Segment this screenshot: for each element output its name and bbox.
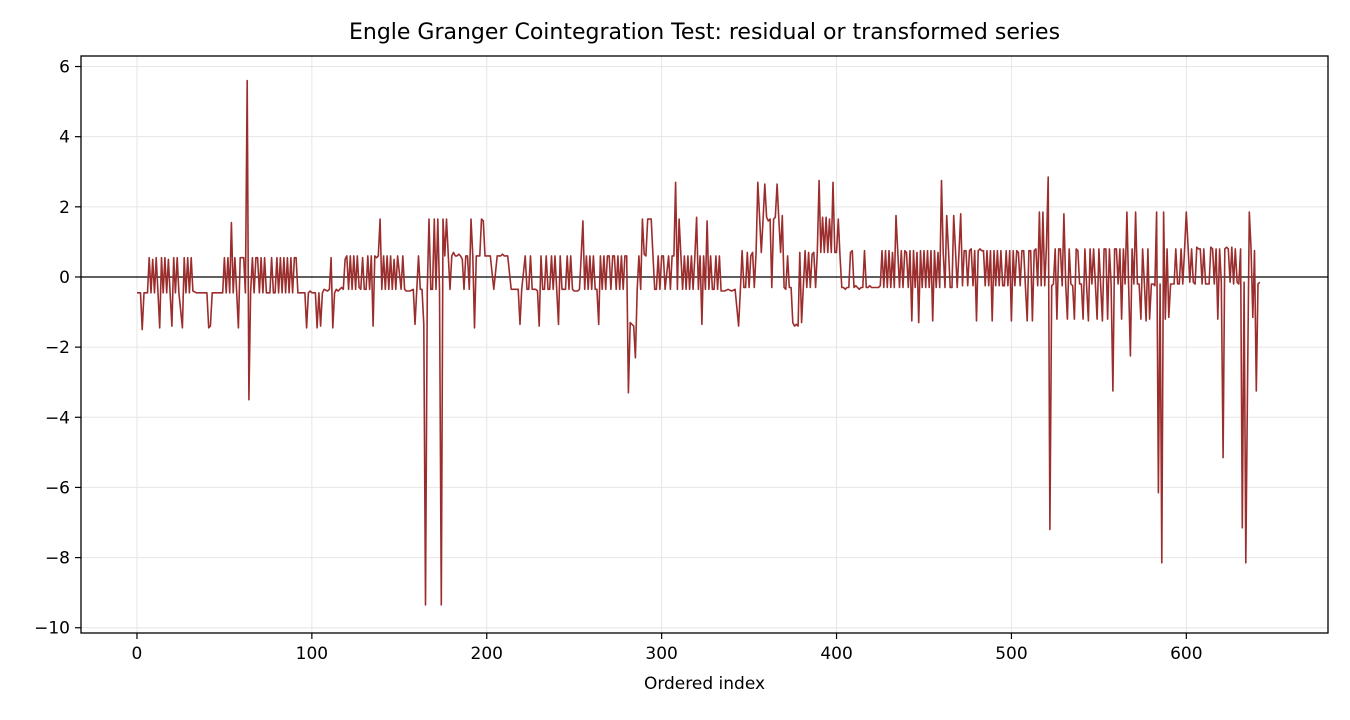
x-tick-label: 300 (645, 644, 677, 664)
x-tick-label: 500 (995, 644, 1027, 664)
y-tick-label: −6 (45, 478, 70, 498)
y-tick-label: 4 (59, 128, 70, 148)
y-tick-label: −8 (45, 549, 70, 569)
chart-title: Engle Granger Cointegration Test: residu… (348, 20, 1061, 45)
y-tick-label: 2 (59, 198, 70, 218)
y-tick-label: 0 (59, 268, 70, 288)
y-tick-label: −10 (34, 619, 70, 639)
series-line (137, 79, 1261, 606)
x-tick-label: 0 (132, 644, 143, 664)
y-tick-label: −2 (45, 338, 70, 358)
x-tick-label: 100 (296, 644, 328, 664)
axis-ticks: 0 100 200 300 400 500 600 6 4 2 0 −2 −4 −6 −8 −10 (34, 58, 1202, 664)
y-tick-label: −4 (45, 408, 70, 428)
x-tick-label: 600 (1170, 644, 1202, 664)
y-tick-label: 6 (59, 58, 70, 78)
series-group (137, 79, 1261, 606)
x-tick-label: 200 (471, 644, 503, 664)
x-axis-label: Ordered index (643, 674, 766, 694)
axes-frame (80, 55, 1329, 634)
x-tick-label: 400 (820, 644, 852, 664)
grid-lines (81, 56, 1328, 633)
